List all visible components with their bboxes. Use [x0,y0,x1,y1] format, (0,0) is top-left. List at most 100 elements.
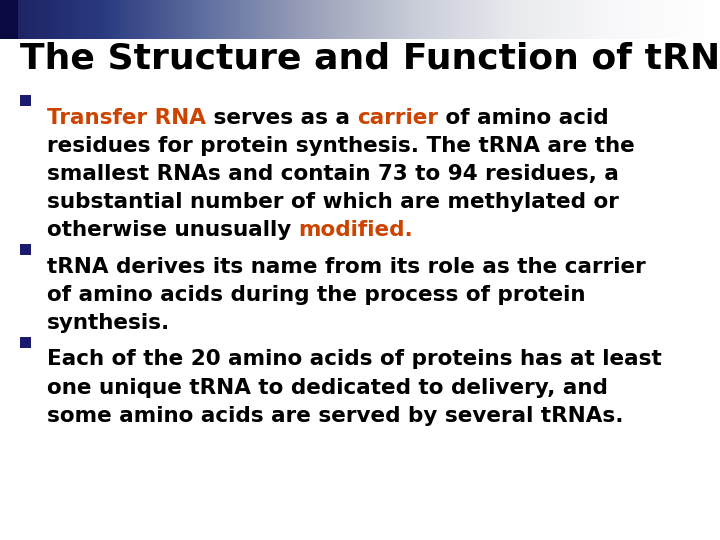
Bar [278,0,281,39]
Bar [436,0,439,39]
Bar [274,0,278,39]
Text: otherwise unusually: otherwise unusually [47,220,299,240]
Bar [137,0,140,39]
Bar [408,0,411,39]
Bar [580,0,583,39]
Bar [99,0,103,39]
Bar [572,0,576,39]
Bar [535,0,539,39]
Bar [545,0,549,39]
Bar [531,0,535,39]
Bar [103,0,107,39]
Text: The Structure and Function of tRNA: The Structure and Function of tRNA [20,42,720,76]
Bar [401,0,405,39]
Bar [240,0,243,39]
Bar [384,0,387,39]
Bar [395,0,397,39]
Bar [552,0,555,39]
Bar [192,0,195,39]
Bar [144,0,148,39]
Bar [319,0,323,39]
Bar [569,0,572,39]
Bar [243,0,247,39]
Bar [305,0,309,39]
Bar [497,0,500,39]
Bar [641,0,644,39]
Bar [621,0,624,39]
Bar [292,0,295,39]
Bar [109,0,113,39]
Bar [521,0,525,39]
Bar [611,0,613,39]
Bar [370,0,374,39]
Bar [675,0,679,39]
Bar [199,0,202,39]
Bar [617,0,621,39]
Text: tRNA derives its name from its role as the carrier: tRNA derives its name from its role as t… [47,257,646,277]
Bar [212,0,216,39]
Bar [325,0,329,39]
Bar [346,0,350,39]
Bar [253,0,257,39]
Bar [230,0,233,39]
Bar [418,0,422,39]
Bar [624,0,627,39]
Bar [179,0,181,39]
Bar [96,0,99,39]
Bar [703,0,706,39]
Bar [140,0,144,39]
Bar [525,0,528,39]
Bar [607,0,611,39]
Bar [185,0,189,39]
Bar [281,0,284,39]
Bar [336,0,339,39]
Bar [473,0,477,39]
Bar [302,0,305,39]
Bar [356,0,360,39]
Bar [669,0,672,39]
Bar [425,0,428,39]
Bar [638,0,641,39]
Text: some amino acids are served by several tRNAs.: some amino acids are served by several t… [47,406,624,426]
Bar [20,244,31,255]
Bar [541,0,545,39]
Bar [665,0,669,39]
Bar [257,0,261,39]
Bar [333,0,336,39]
Bar [82,0,86,39]
Bar [528,0,531,39]
Bar [693,0,696,39]
Bar [51,0,55,39]
Bar [477,0,480,39]
Text: of amino acids during the process of protein: of amino acids during the process of pro… [47,285,585,305]
Bar [7,0,10,39]
Bar [27,0,31,39]
Bar [644,0,648,39]
Bar [148,0,151,39]
Bar [107,0,109,39]
Bar [113,0,117,39]
Bar [21,0,24,39]
Bar [713,0,716,39]
Bar [195,0,199,39]
Bar [127,0,130,39]
Bar [158,0,161,39]
Bar [360,0,364,39]
Bar [93,0,96,39]
Bar [469,0,473,39]
Bar [655,0,658,39]
Bar [449,0,453,39]
Bar [689,0,693,39]
Bar [58,0,62,39]
Bar [165,0,168,39]
Text: synthesis.: synthesis. [47,313,170,333]
Bar [312,0,315,39]
Bar [364,0,367,39]
Bar [658,0,662,39]
Bar [387,0,391,39]
Bar [89,0,93,39]
Bar [117,0,120,39]
Bar [295,0,298,39]
Bar [415,0,418,39]
Bar [264,0,267,39]
